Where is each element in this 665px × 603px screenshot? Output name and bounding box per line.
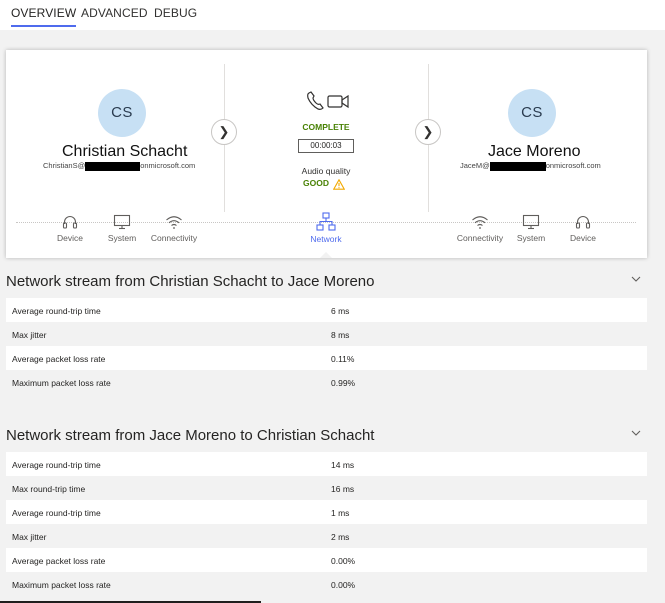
caller-avatar: CS <box>98 89 146 137</box>
metric-label: Maximum packet loss rate <box>12 378 111 388</box>
redaction-bar <box>489 161 546 171</box>
nav-system-left[interactable]: System <box>102 214 142 243</box>
table-row: Max round-trip time 16 ms <box>6 476 647 500</box>
audio-quality-value: GOOD <box>303 178 329 188</box>
redaction-bar <box>85 161 141 171</box>
nav-connectivity-left[interactable]: Connectivity <box>146 214 202 243</box>
metric-label: Average round-trip time <box>12 306 101 316</box>
table-row: Average round-trip time 6 ms <box>6 298 647 322</box>
caller-email-suffix: onmicrosoft.com <box>140 161 196 170</box>
table-row: Average packet loss rate 0.00% <box>6 548 647 572</box>
nav-network-label: Network <box>310 234 342 244</box>
tab-overview[interactable]: OVERVIEW <box>11 4 77 27</box>
nav-network[interactable]: Network <box>302 212 350 244</box>
stream-2-table: Average round-trip time 14 ms Max round-… <box>6 452 647 596</box>
chevron-down-icon <box>631 276 641 282</box>
metric-value: 1 ms <box>331 508 350 518</box>
metric-value: 6 ms <box>331 306 350 316</box>
stream-2-collapse-toggle[interactable] <box>631 429 641 440</box>
table-row: Max jitter 8 ms <box>6 322 647 346</box>
nav-connectivity-label: Connectivity <box>150 233 198 243</box>
chevron-down-icon <box>631 430 641 436</box>
metric-value: 0.99% <box>331 378 356 388</box>
wifi-icon <box>472 216 488 229</box>
callee-email-suffix: onmicrosoft.com <box>545 161 601 170</box>
chevron-right-icon: ❯ <box>218 124 230 139</box>
stream-1-table: Average round-trip time 6 ms Max jitter … <box>6 298 647 394</box>
nav-device-right[interactable]: Device <box>563 214 603 243</box>
metric-value: 16 ms <box>331 484 355 494</box>
tab-bar: OVERVIEW ADVANCED DEBUG <box>0 0 665 28</box>
metric-label: Max round-trip time <box>12 484 86 494</box>
metric-label: Maximum packet loss rate <box>12 580 111 590</box>
dotted-divider <box>16 222 636 223</box>
metric-value: 0.11% <box>331 354 355 364</box>
callee-email-prefix: JaceM@ <box>460 161 490 170</box>
metric-value: 14 ms <box>331 460 355 470</box>
metric-label: Average packet loss rate <box>12 556 106 566</box>
table-row: Maximum packet loss rate 0.00% <box>6 572 647 596</box>
metric-value: 0.00% <box>331 580 356 590</box>
metric-label: Average round-trip time <box>12 460 101 470</box>
active-indicator-notch <box>320 252 332 258</box>
next-arrow-button-left[interactable]: ❯ <box>211 119 237 145</box>
metric-value: 8 ms <box>331 330 350 340</box>
metric-value: 2 ms <box>331 532 350 542</box>
metric-label: Max jitter <box>12 532 47 542</box>
call-duration: 00:00:03 <box>298 139 354 153</box>
call-type-icons <box>306 90 352 112</box>
caller-name: Christian Schacht <box>62 143 188 160</box>
monitor-icon <box>522 214 540 230</box>
scroll-indicator <box>0 601 261 603</box>
table-row: Average round-trip time 1 ms <box>6 500 647 524</box>
metric-label: Average packet loss rate <box>12 354 106 364</box>
nav-device-label: Device <box>57 233 83 243</box>
network-icon <box>316 212 336 231</box>
callee-email: JaceM@ onmicrosoft.com <box>460 161 601 171</box>
table-row: Maximum packet loss rate 0.99% <box>6 370 647 394</box>
headset-icon <box>62 216 78 229</box>
caller-email: ChristianS@ onmicrosoft.com <box>43 161 195 171</box>
nav-device-label: Device <box>570 233 596 243</box>
nav-system-label: System <box>107 233 137 243</box>
audio-quality-label: Audio quality <box>301 166 351 176</box>
phone-video-icon <box>307 91 349 110</box>
nav-system-label: System <box>516 233 546 243</box>
monitor-icon <box>113 214 131 230</box>
call-status: COMPLETE <box>302 122 350 132</box>
tab-debug[interactable]: DEBUG <box>154 6 198 20</box>
headset-icon <box>575 216 591 229</box>
metric-value: 0.00% <box>331 556 356 566</box>
table-row: Average round-trip time 14 ms <box>6 452 647 476</box>
stream-1-collapse-toggle[interactable] <box>631 275 641 286</box>
metric-label: Average round-trip time <box>12 508 101 518</box>
warning-icon <box>332 177 346 190</box>
wifi-icon <box>166 216 182 229</box>
nav-connectivity-right[interactable]: Connectivity <box>452 214 508 243</box>
callee-name: Jace Moreno <box>488 143 581 160</box>
stream-2-title: Network stream from Jace Moreno to Chris… <box>6 427 375 444</box>
nav-connectivity-label: Connectivity <box>456 233 504 243</box>
call-summary-card: CS Christian Schacht ChristianS@ onmicros… <box>6 50 647 258</box>
table-row: Average packet loss rate 0.11% <box>6 346 647 370</box>
tab-advanced[interactable]: ADVANCED <box>81 6 148 20</box>
chevron-right-icon: ❯ <box>422 124 434 139</box>
next-arrow-button-right[interactable]: ❯ <box>415 119 441 145</box>
stream-1-title: Network stream from Christian Schacht to… <box>6 273 375 290</box>
callee-avatar: CS <box>508 89 556 137</box>
metric-label: Max jitter <box>12 330 47 340</box>
nav-system-right[interactable]: System <box>511 214 551 243</box>
nav-device-left[interactable]: Device <box>50 214 90 243</box>
caller-email-prefix: ChristianS@ <box>43 161 86 170</box>
table-row: Max jitter 2 ms <box>6 524 647 548</box>
